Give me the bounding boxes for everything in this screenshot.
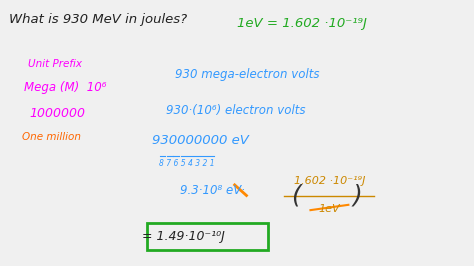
Text: Unit Prefix: Unit Prefix [28, 59, 82, 69]
Text: 1000000: 1000000 [29, 107, 85, 119]
Text: ): ) [353, 184, 363, 207]
Text: = 1.49·10⁻¹⁰J: = 1.49·10⁻¹⁰J [142, 230, 225, 243]
Text: One million: One million [22, 132, 81, 142]
Text: 1.602 ·10⁻¹⁹J: 1.602 ·10⁻¹⁹J [294, 176, 365, 186]
Text: 930 mega-electron volts: 930 mega-electron volts [175, 68, 320, 81]
Text: (: ( [292, 184, 301, 207]
Text: 930·(10⁶) electron volts: 930·(10⁶) electron volts [166, 104, 305, 117]
Text: 1eV: 1eV [319, 204, 340, 214]
Text: 9.3·10⁸ eV·: 9.3·10⁸ eV· [180, 184, 245, 197]
Text: 8 7 6 5 4 3 2 1: 8 7 6 5 4 3 2 1 [159, 159, 214, 168]
Text: Mega (M)  10⁶: Mega (M) 10⁶ [24, 81, 106, 94]
Text: 1eV = 1.602 ·10⁻¹⁹J: 1eV = 1.602 ·10⁻¹⁹J [237, 18, 367, 30]
Text: 930000000 eV: 930000000 eV [152, 135, 248, 147]
Text: What is 930 MeV in joules?: What is 930 MeV in joules? [9, 13, 188, 26]
